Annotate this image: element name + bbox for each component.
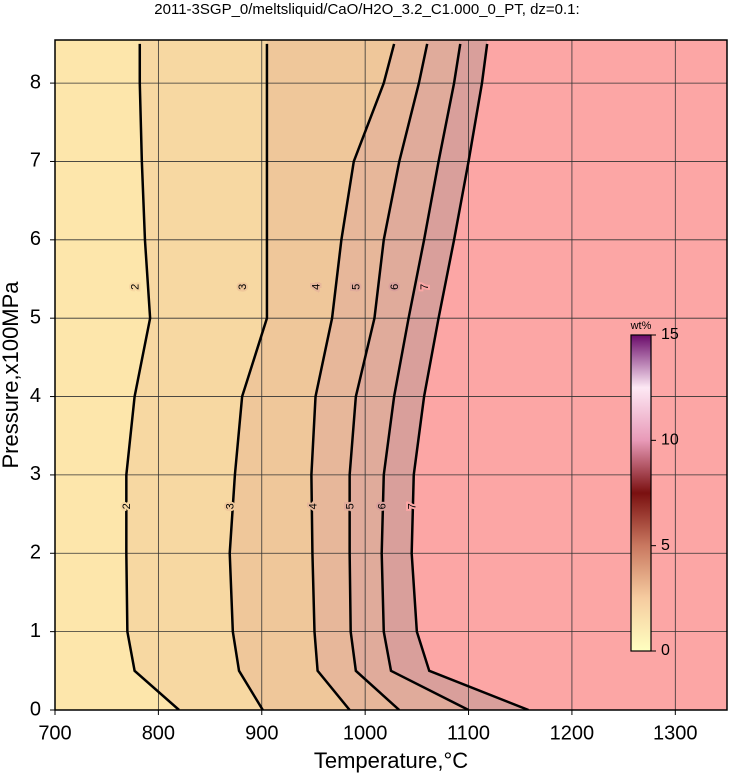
contour-label: 7 bbox=[407, 503, 419, 509]
contour-label: 6 bbox=[377, 503, 389, 509]
colorbar-tick-label: 10 bbox=[661, 432, 679, 449]
y-axis-label: Pressure,x100MPa bbox=[0, 281, 23, 469]
y-tick-label: 7 bbox=[30, 150, 41, 172]
x-tick-label: 800 bbox=[142, 722, 175, 744]
x-tick-label: 1300 bbox=[653, 722, 698, 744]
contour-line bbox=[125, 43, 180, 710]
contour-label: 4 bbox=[310, 284, 322, 290]
chart-title: 2011-3SGP_0/meltsliquid/CaO/H2O_3.2_C1.0… bbox=[154, 1, 579, 18]
region bbox=[55, 40, 180, 710]
contour-line bbox=[348, 43, 429, 710]
contour-label: 2 bbox=[121, 503, 133, 509]
x-tick-label: 1100 bbox=[447, 722, 490, 744]
contour-label: 5 bbox=[345, 503, 357, 509]
contour-label: 6 bbox=[389, 284, 401, 290]
y-tick-label: 4 bbox=[30, 385, 41, 407]
x-tick-label: 900 bbox=[245, 722, 278, 744]
contour-line bbox=[310, 43, 396, 710]
contour-label: 3 bbox=[225, 503, 237, 509]
colorbar bbox=[630, 334, 652, 652]
colorbar-tick-label: 0 bbox=[661, 642, 670, 659]
axes: 700 800 900 1000 1100 1200 1300 0 1 2 3 4 5 6 7 8 wt% 0 5 1… bbox=[30, 39, 728, 744]
y-tick-label: 2 bbox=[30, 542, 41, 564]
x-tick-label: 1000 bbox=[343, 722, 388, 744]
x-tick-label: 700 bbox=[38, 722, 71, 744]
contour-label: 4 bbox=[307, 503, 319, 509]
contour-line bbox=[228, 43, 269, 710]
contour-label: 5 bbox=[351, 284, 363, 290]
y-tick-label: 1 bbox=[30, 620, 41, 642]
contour-line bbox=[410, 43, 529, 710]
y-tick-label: 6 bbox=[30, 228, 41, 250]
colorbar-tick-label: 15 bbox=[661, 326, 679, 343]
x-tick-label: 1200 bbox=[550, 722, 595, 744]
y-tick-label: 0 bbox=[30, 698, 41, 720]
y-tick-label: 8 bbox=[30, 71, 41, 93]
contour-line bbox=[380, 43, 470, 710]
colorbar-label: wt% bbox=[630, 320, 652, 332]
contour-label: 2 bbox=[130, 284, 142, 290]
contour-label: 7 bbox=[419, 284, 431, 290]
colorbar-tick-label: 5 bbox=[661, 537, 670, 554]
contour-label: 3 bbox=[237, 284, 249, 290]
x-axis-label: Temperature,°C bbox=[314, 748, 468, 773]
y-tick-label: 5 bbox=[30, 306, 41, 328]
y-tick-label: 3 bbox=[30, 463, 41, 485]
plot-area: 2 2 3 3 4 4 5 5 6 6 7 7 bbox=[55, 40, 727, 710]
plot-frame bbox=[54, 39, 728, 711]
